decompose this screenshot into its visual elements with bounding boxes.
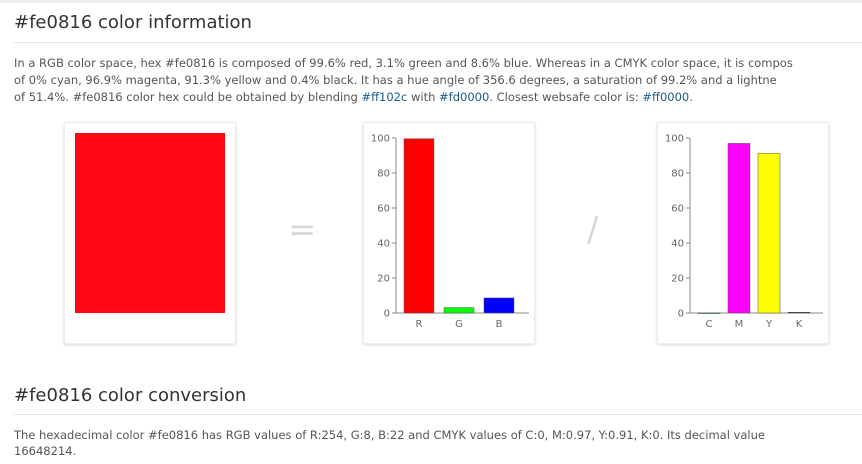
color-information-heading: #fe0816 color information [14,12,252,33]
websafe-color-link[interactable]: #ff0000 [642,90,690,104]
cmyk-xtick-label-m: M [735,319,744,330]
rgb-ytick-label: 80 [377,169,390,180]
blend-color-link-2[interactable]: #fd0000 [439,90,490,104]
rgb-xtick-label-b: B [496,319,503,330]
color-conversion-line-1: The hexadecimal color #fe0816 has RGB va… [14,428,765,442]
cmyk-ytick-label: 40 [671,239,684,250]
equals-sign: = [288,210,317,250]
rgb-bar-b [483,297,515,314]
heading-divider [14,42,862,43]
rgb-ytick-label: 0 [384,309,390,320]
color-information-line-3: of 51.4%. #fe0816 color hex could be obt… [14,90,693,104]
cmyk-ytick-label: 60 [671,204,684,215]
rgb-bar-r [403,138,435,314]
color-swatch-card [64,122,236,344]
rgb-ytick-label: 40 [377,239,390,250]
slash-sign: / [587,210,599,250]
cmyk-chart-card: 0 20 40 60 80 100 C M Y K [657,122,829,344]
rgb-xtick-label-g: G [455,319,463,330]
cmyk-bar-c [697,312,721,314]
cmyk-xtick-label-k: K [796,319,803,330]
cmyk-bar-chart: 0 20 40 60 80 100 C M Y K [665,134,823,330]
rgb-ytick-label: 60 [377,204,390,215]
rgb-ytick-label: 100 [371,134,390,145]
conversion-divider [14,414,862,415]
cmyk-ytick-label: 20 [671,274,684,285]
cmyk-ytick-label: 100 [665,134,684,145]
cmyk-xtick-label-c: C [706,319,713,330]
rgb-chart-card: 0 20 40 60 80 100 R G B [363,122,535,344]
color-information-line-1: In a RGB color space, hex #fe0816 is com… [14,56,793,70]
rgb-ytick-label: 20 [377,274,390,285]
blend-color-link-1[interactable]: #ff102c [361,90,408,104]
color-conversion-line-2: 16648214. [14,444,77,458]
cmyk-bar-k [787,312,811,314]
cmyk-ytick-label: 0 [678,309,684,320]
cmyk-bar-y [757,152,781,314]
top-border [0,0,862,3]
color-information-line-2: of 0% cyan, 96.9% magenta, 91.3% yellow … [14,73,777,87]
color-conversion-heading: #fe0816 color conversion [14,385,247,406]
rgb-bar-g [443,307,475,314]
cmyk-xtick-label-y: Y [765,319,773,330]
cmyk-bar-m [727,143,751,314]
rgb-xtick-label-r: R [416,319,423,330]
cmyk-ytick-label: 80 [671,169,684,180]
rgb-bar-chart: 0 20 40 60 80 100 R G B [371,134,529,330]
color-swatch [75,133,225,313]
